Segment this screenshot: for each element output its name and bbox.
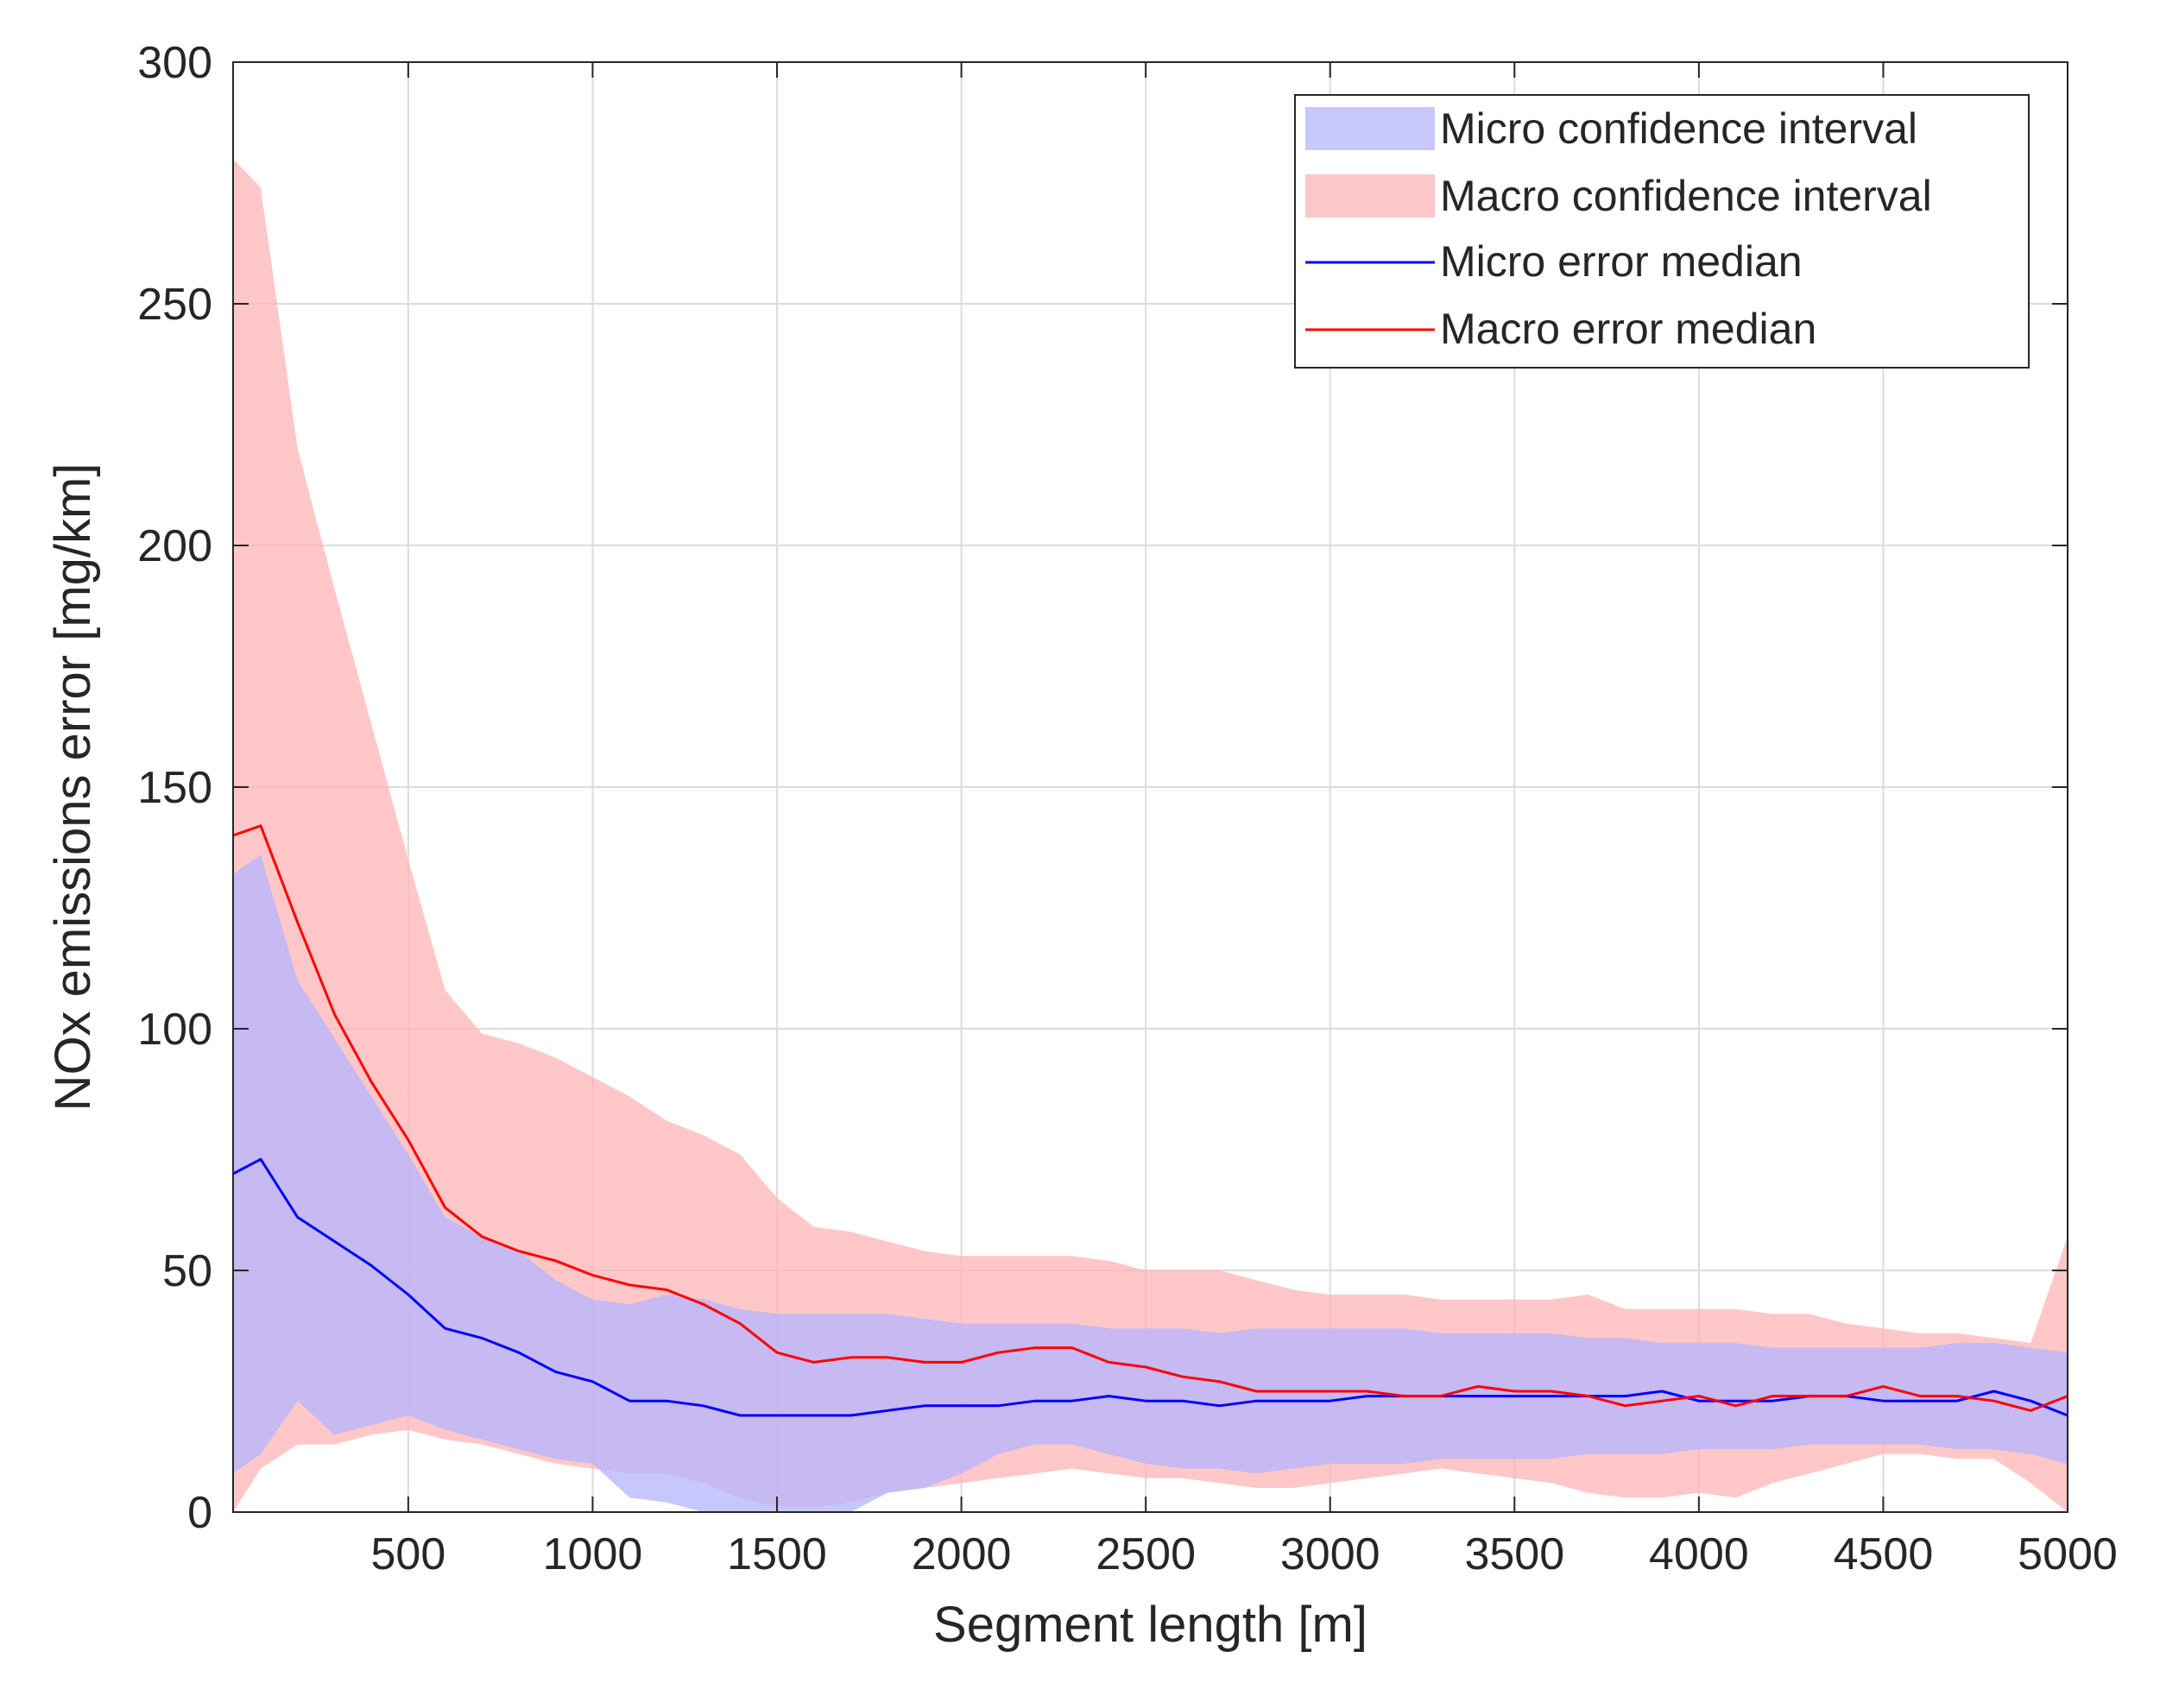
x-tick-label: 2500 (1096, 1529, 1196, 1579)
x-tick-label: 1000 (543, 1529, 643, 1579)
y-tick-label: 100 (137, 1005, 212, 1055)
x-tick-label: 5000 (2018, 1529, 2118, 1579)
legend-item-micro-median: Micro error median (1305, 237, 1803, 286)
x-tick-label: 4500 (1834, 1529, 1934, 1579)
y-tick-label: 50 (162, 1246, 212, 1296)
x-tick-label: 2000 (912, 1529, 1012, 1579)
legend-label-macro-median: Macro error median (1440, 305, 1816, 353)
median-lines (232, 824, 2068, 1417)
y-tick-label: 0 (187, 1488, 212, 1538)
x-tick-label: 3500 (1464, 1529, 1564, 1579)
x-tick-label: 1500 (727, 1529, 827, 1579)
y-axis-label: NOx emissions error [mg/km] (45, 463, 101, 1112)
legend-swatch-micro-ci (1305, 107, 1435, 150)
y-tick-label: 300 (137, 38, 212, 88)
legend-item-macro-ci: Macro confidence interval (1305, 172, 1932, 220)
legend-label-macro-ci: Macro confidence interval (1440, 172, 1932, 220)
ticks: 500 1000 1500 2000 2500 3000 3500 4000 4500 5000 0… (137, 38, 2118, 1579)
legend-item-micro-ci: Micro confidence interval (1305, 104, 1917, 153)
x-tick-label: 500 (371, 1529, 446, 1579)
micro-confidence-interval-band (233, 854, 2068, 1512)
y-tick-label: 150 (137, 763, 212, 813)
x-tick-label: 3000 (1280, 1529, 1380, 1579)
legend-label-micro-ci: Micro confidence interval (1440, 104, 1917, 153)
legend-swatch-macro-ci (1305, 174, 1435, 217)
x-tick-label: 4000 (1649, 1529, 1749, 1579)
x-axis-label: Segment length [m] (933, 1597, 1367, 1653)
legend: Micro confidence interval Macro confiden… (1294, 94, 2030, 369)
legend-item-macro-median: Macro error median (1305, 305, 1816, 353)
macro-confidence-interval-band (233, 159, 2068, 1512)
micro-error-median-line (232, 1157, 2068, 1417)
y-tick-label: 250 (137, 280, 212, 330)
legend-label-micro-median: Micro error median (1440, 237, 1803, 286)
y-tick-label: 200 (137, 521, 212, 571)
confidence-bands (233, 159, 2068, 1512)
macro-error-median-line (232, 824, 2068, 1412)
